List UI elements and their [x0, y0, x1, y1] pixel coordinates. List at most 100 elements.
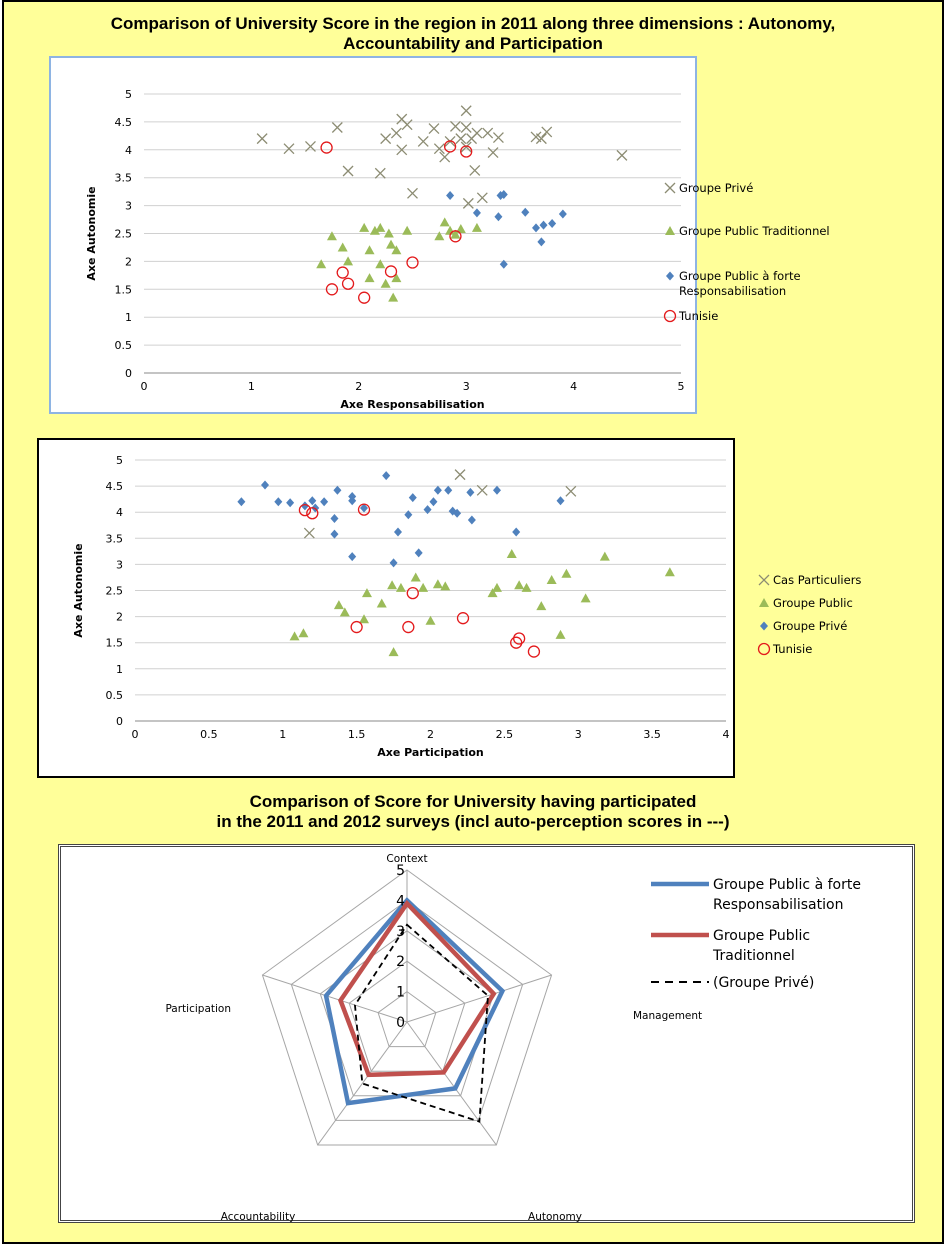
- groupe-prive-point: [414, 548, 423, 558]
- groupe-public-a-forte-responsabilisation-point: [537, 237, 546, 247]
- x-tick-label: 2: [427, 728, 434, 741]
- groupe-prive-point: [476, 192, 488, 204]
- y-tick-label: 5: [125, 88, 132, 101]
- groupe-public-point: [387, 580, 398, 590]
- radar-panel: Context Management Autonomy Accountability P…: [58, 844, 915, 1223]
- y-tick-label: 4.5: [106, 480, 124, 493]
- groupe-public-traditionnel-point: [471, 222, 482, 232]
- x-tick-label: 3.5: [643, 728, 661, 741]
- groupe-public-traditionnel-point: [439, 217, 450, 227]
- groupe-prive-point: [433, 485, 442, 495]
- x-tick-label: 1.5: [348, 728, 366, 741]
- legend-label: Traditionnel: [712, 948, 795, 964]
- groupe-public-traditionnel-point: [445, 225, 456, 235]
- radar-tick-label: 1: [396, 985, 405, 1001]
- legend-label: Tunisie: [772, 642, 812, 656]
- groupe-prive-point: [428, 123, 440, 135]
- chart-title-1-line-2: Accountability and Participation: [343, 34, 603, 53]
- groupe-public-traditionnel-point: [364, 273, 375, 283]
- scatter-responsabilisation-chart: 0 0.5 1 1.5 2 2.5 3 3.5 4 4.5 5 0 1 2 3 4 5 Axe Responsab…: [85, 88, 830, 411]
- groupe-prive-point: [382, 471, 391, 481]
- groupe-public-a-forte-responsabilisation-point: [472, 208, 481, 218]
- tunisie-point: [406, 256, 419, 269]
- radar-axis-label-management: Management: [633, 1010, 702, 1022]
- groupe-public-point: [298, 628, 309, 638]
- tunisie-legend-marker: [663, 309, 677, 323]
- legend-label: Groupe Privé: [773, 619, 847, 633]
- groupe-prive-point: [390, 127, 402, 139]
- groupe-public-point: [425, 615, 436, 625]
- groupe-prive-point: [331, 122, 343, 133]
- x-tick-label: 0: [132, 728, 139, 741]
- y-tick-label: 3.5: [115, 172, 133, 185]
- groupe-public-point: [580, 593, 591, 603]
- groupe-prive-point: [305, 140, 316, 152]
- scatter-participation-panel: 0 0.5 1 1.5 2 2.5 3 3.5 4 4.5 5 0 0.5 1 1.5 2 2.5 3 3.5 4 Ax…: [37, 438, 861, 778]
- groupe-prive-point: [466, 487, 475, 497]
- x-tick-label: 5: [678, 380, 685, 393]
- groupe-public-traditionnel-point: [391, 273, 402, 283]
- cas-particuliers-legend-marker: [758, 574, 770, 586]
- tunisie-point: [336, 266, 349, 279]
- radar-grid-ring: [261, 869, 553, 1146]
- groupe-public-traditionnel-point: [380, 278, 391, 288]
- groupe-public-point: [410, 572, 421, 582]
- groupe-prive-point: [450, 120, 461, 132]
- y-tick-label: 4: [116, 506, 123, 519]
- groupe-public-point: [361, 588, 372, 598]
- radar-tick-label: 2: [396, 954, 405, 970]
- tunisie-point: [358, 291, 371, 304]
- x-tick-label: 4: [723, 728, 730, 741]
- legend-label: Responsabilisation: [713, 897, 843, 913]
- legend-label: Groupe Public Traditionnel: [679, 224, 830, 238]
- groupe-prive-radar-line: [354, 923, 489, 1123]
- groupe-public-traditionnel-point: [386, 239, 397, 249]
- groupe-public-traditionnel-point: [369, 225, 380, 235]
- groupe-public-point: [432, 579, 443, 589]
- groupe-prive-point: [471, 127, 483, 139]
- x-tick-label: 0: [141, 380, 148, 393]
- groupe-public-traditionnel-point: [388, 292, 399, 302]
- legend-label: Tunisie: [678, 309, 718, 323]
- groupe-public-traditionnel-point: [434, 231, 445, 241]
- groupe-prive-point: [460, 141, 472, 153]
- tunisie-point: [402, 620, 415, 634]
- groupe-prive-point: [616, 149, 628, 161]
- groupe-public-a-forte-responsabilisation-point: [446, 191, 455, 201]
- groupe-public-point: [491, 582, 502, 592]
- tunisie-point: [449, 230, 462, 243]
- groupe-prive-point: [535, 133, 547, 145]
- groupe-public-a-forte-responsabilisation-point: [532, 223, 541, 233]
- chart-title-1-line-1: Comparison of University Score in the re…: [110, 14, 836, 33]
- groupe-prive-point: [348, 496, 357, 506]
- groupe-prive-point: [439, 151, 451, 163]
- groupe-public-traditionnel-point: [343, 256, 354, 266]
- legend-label: Cas Particuliers: [773, 573, 861, 587]
- y-tick-label: 3.5: [106, 532, 124, 545]
- groupe-prive-point: [330, 513, 339, 523]
- tunisie-point: [341, 277, 355, 290]
- tunisie-point: [527, 645, 541, 658]
- y-tick-label: 0: [116, 715, 123, 728]
- radar-axis-label-autonomy: Autonomy: [528, 1211, 582, 1223]
- groupe-public-point: [599, 551, 610, 561]
- groupe-prive-point: [408, 493, 417, 503]
- groupe-public-point: [440, 581, 451, 591]
- x-tick-label: 3: [463, 380, 470, 393]
- scatter-responsabilisation-panel: 0 0.5 1 1.5 2 2.5 3 3.5 4 4.5 5 0 1 2 3 4 5 Axe Responsab…: [49, 56, 830, 414]
- legend-label: (Groupe Privé): [713, 975, 814, 991]
- groupe-prive-point: [453, 508, 462, 518]
- groupe-public-a-forte-responsabilisation-point: [521, 207, 530, 217]
- groupe-public-a-forte-responsabilisation-point: [548, 218, 557, 228]
- groupe-public-traditionnel-point: [391, 245, 402, 255]
- groupe-public-point: [555, 629, 566, 639]
- groupe-public-point: [418, 582, 429, 592]
- groupe-public-point: [514, 580, 525, 590]
- radar-axis-label-accountability: Accountability: [221, 1211, 296, 1223]
- groupe-public-a-forte-responsabilisation-point: [499, 189, 508, 199]
- chart-title-2-line-1: Comparison of Score for University havin…: [249, 792, 697, 811]
- tunisie-point: [456, 612, 470, 625]
- groupe-prive-point: [360, 503, 369, 513]
- y-tick-label: 0.5: [115, 339, 133, 352]
